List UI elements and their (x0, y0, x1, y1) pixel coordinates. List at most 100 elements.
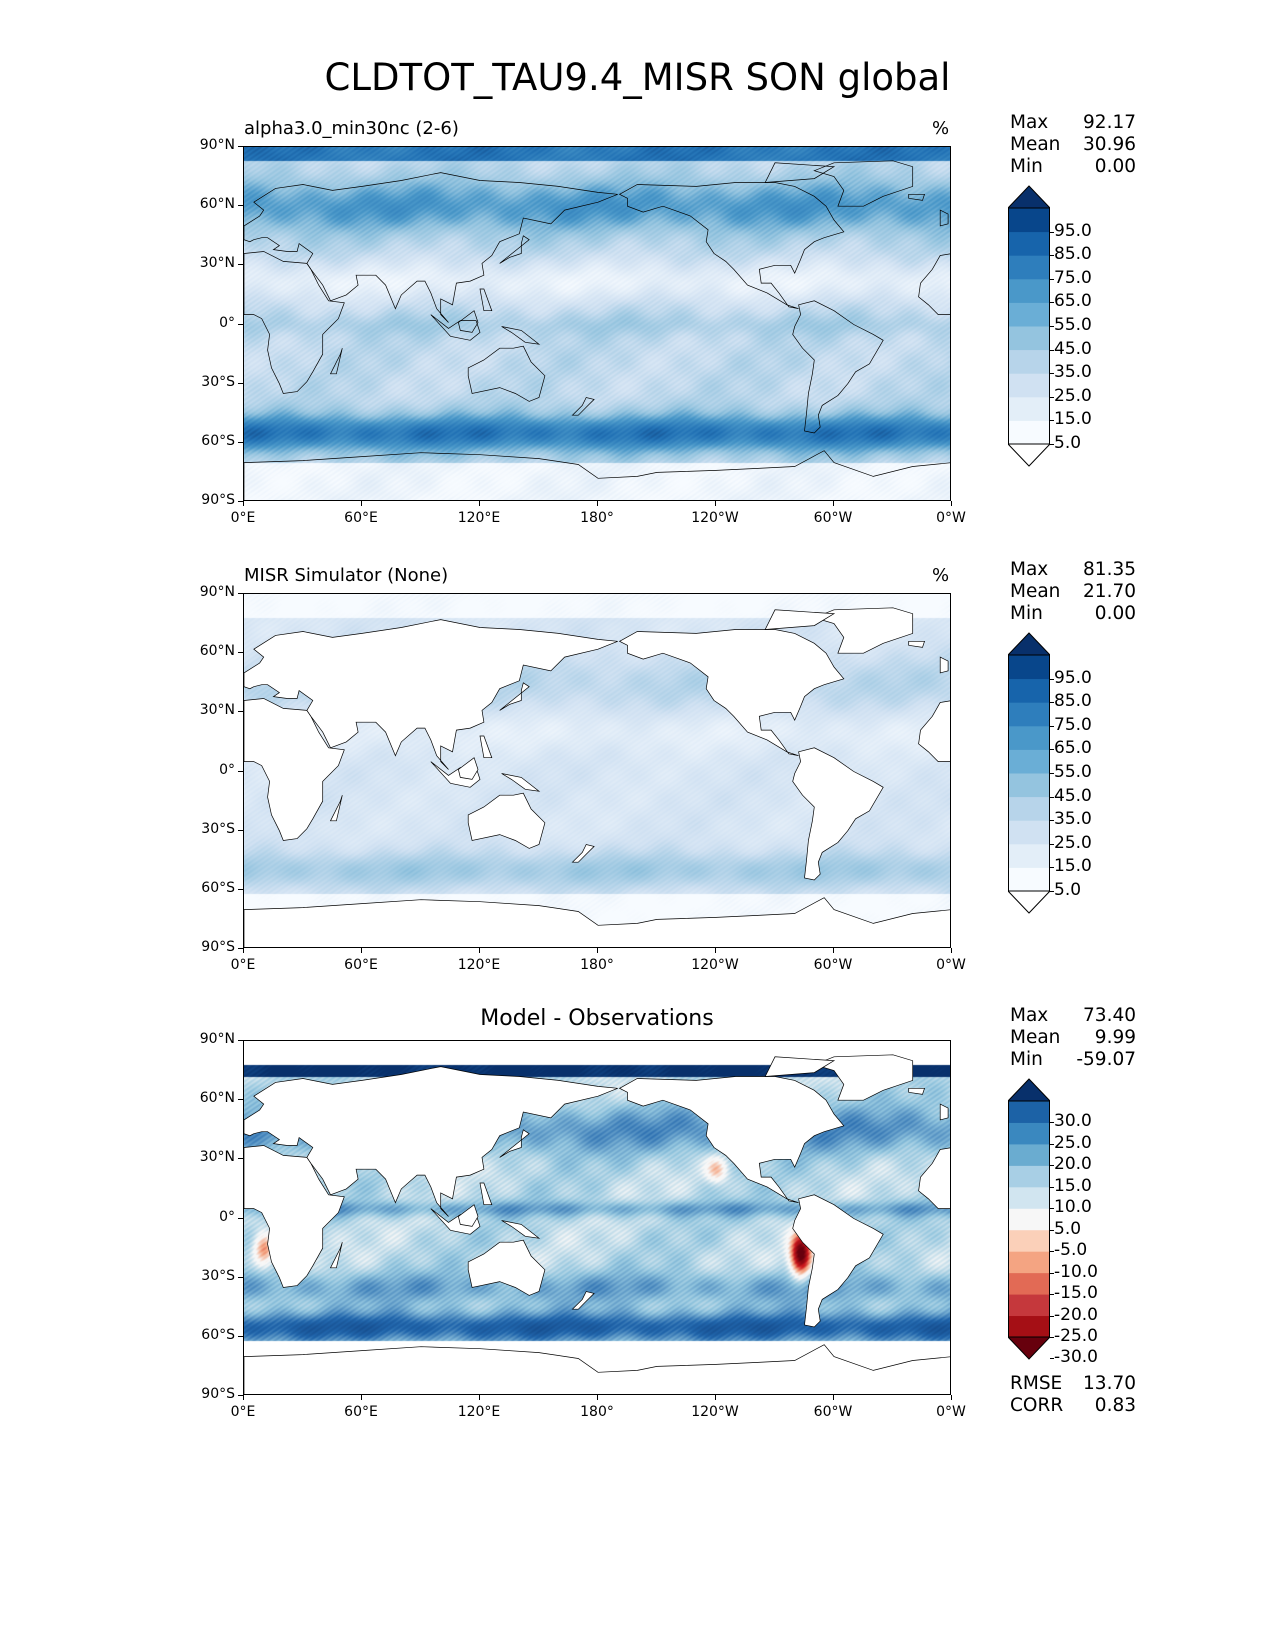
colorbar-segment (1008, 255, 1050, 280)
colorbar-segment (1008, 208, 1050, 233)
colorbar-tick-label: 45.0 (1054, 785, 1092, 806)
coastline-iceland (908, 193, 925, 201)
panel-diff-title: Model - Observations (480, 1006, 714, 1031)
lon-tick-mark (243, 948, 244, 953)
colorbar-tick-mark (1050, 420, 1054, 422)
panel-obs-colorbar (1008, 632, 1050, 914)
lat-tick-mark (238, 1158, 243, 1160)
colorbar-segment (1008, 1186, 1050, 1209)
colorbar-tick-mark (1050, 396, 1054, 398)
coastline-africa (244, 251, 345, 394)
colorbar-segment (1008, 1251, 1050, 1274)
colorbar-tick-label: 85.0 (1054, 691, 1092, 712)
colorbar-segment (1008, 725, 1050, 750)
coastline-newguinea (501, 326, 541, 345)
colorbar-tick-label: -10.0 (1054, 1261, 1098, 1282)
panel-diff-colorbar (1008, 1078, 1050, 1360)
colorbar-tick-label: 65.0 (1054, 291, 1092, 312)
colorbar-tick-label: 10.0 (1054, 1197, 1092, 1218)
coastline-australia (467, 345, 546, 402)
colorbar-tick-mark (1050, 843, 1054, 845)
lat-tick-label: 30°S (201, 820, 235, 837)
lon-tick-label: 0°E (230, 1404, 256, 1420)
lat-tick-label: 90°S (201, 492, 235, 508)
coastline-samerica (792, 747, 884, 881)
lon-tick-mark (715, 1395, 716, 1400)
lon-tick-mark (479, 948, 480, 953)
lon-tick-label: 180° (580, 510, 614, 526)
lat-tick-mark (238, 711, 243, 713)
coastline-uk (939, 209, 949, 227)
coastline-namerica (618, 1076, 845, 1204)
colorbar-tick-label: 15.0 (1054, 409, 1092, 430)
lon-tick-label: 60°W (813, 1404, 853, 1420)
coastline-samerica (792, 300, 884, 434)
coastline-borneo (458, 1204, 479, 1227)
colorbar-tick-label: 55.0 (1054, 315, 1092, 335)
colorbar-tick-mark (1050, 373, 1054, 375)
colorbar-segment (1008, 702, 1050, 727)
coastline-greenland (813, 607, 914, 654)
lat-tick-mark (238, 1099, 243, 1101)
lon-tick-label: 60°W (813, 957, 853, 973)
coastline-eurasia (244, 619, 618, 770)
coastline-borneo (458, 310, 479, 333)
lon-tick-mark (951, 501, 952, 506)
colorbar-tick-mark (1050, 749, 1054, 751)
lon-tick-mark (951, 948, 952, 953)
lon-tick-label: 0°W (936, 957, 966, 973)
coastline-nz (571, 1291, 595, 1310)
colorbar-segment (1008, 278, 1050, 303)
lon-tick-mark (833, 1395, 834, 1400)
lat-tick-label: 90°N (199, 137, 235, 153)
colorbar-tick-mark (1050, 326, 1054, 327)
coastline-japan (499, 682, 530, 711)
lat-tick-mark (238, 770, 243, 772)
colorbar-tick-label: 35.0 (1054, 809, 1092, 830)
lon-tick-mark (951, 1395, 952, 1400)
colorbar-tick-mark (1050, 444, 1054, 445)
coastline-philippines (479, 288, 493, 312)
coastline-uk (939, 1103, 949, 1121)
lat-tick-label: 90°S (201, 1386, 235, 1402)
colorbar-tick-label: 25.0 (1054, 385, 1092, 406)
lat-tick-mark (238, 441, 243, 443)
colorbar-tick-mark (1050, 1143, 1054, 1145)
colorbar-over-extension (1008, 632, 1050, 656)
colorbar-tick-label: -5.0 (1054, 1240, 1088, 1261)
coastline-madagascar (329, 1242, 343, 1269)
lon-tick-mark (597, 948, 598, 953)
coastline-iceland (908, 640, 925, 648)
lat-tick-mark (238, 948, 243, 949)
colorbar-segment (1008, 373, 1050, 398)
lat-tick-label: 90°N (199, 584, 235, 600)
min-value: 0.00 (1094, 603, 1136, 624)
lon-tick-mark (479, 1395, 480, 1400)
rmse-value: 13.70 (1083, 1373, 1136, 1394)
lon-tick-mark (361, 1395, 362, 1400)
colorbar-tick-label: -20.0 (1054, 1304, 1098, 1325)
coastline-namerica (618, 629, 845, 757)
lat-tick-mark (238, 1217, 243, 1219)
colorbar-tick-mark (1050, 255, 1054, 257)
lon-tick-mark (833, 948, 834, 953)
max-value: 92.17 (1083, 112, 1136, 133)
colorbar-tick-mark (1050, 1229, 1054, 1231)
lon-tick-label: 120°E (457, 1404, 501, 1420)
colorbar-segment (1008, 678, 1050, 703)
lat-tick-label: 30°N (199, 255, 235, 272)
lat-tick-mark (238, 1395, 243, 1396)
lon-tick-label: 180° (580, 1404, 614, 1420)
lat-tick-mark (238, 1335, 243, 1337)
colorbar-segment (1008, 302, 1050, 327)
lon-tick-label: 0°E (230, 510, 256, 526)
lon-tick-label: 0°W (936, 510, 966, 526)
coastline-philippines (479, 735, 493, 759)
lon-tick-label: 120°W (691, 510, 739, 526)
coastline-nz (571, 844, 595, 863)
colorbar-tick-mark (1050, 702, 1054, 704)
min-label: Min (1010, 1049, 1043, 1070)
colorbar-tick-mark (1050, 891, 1054, 892)
lat-tick-label: 60°S (201, 1326, 235, 1343)
mean-label: Mean (1010, 1027, 1061, 1048)
